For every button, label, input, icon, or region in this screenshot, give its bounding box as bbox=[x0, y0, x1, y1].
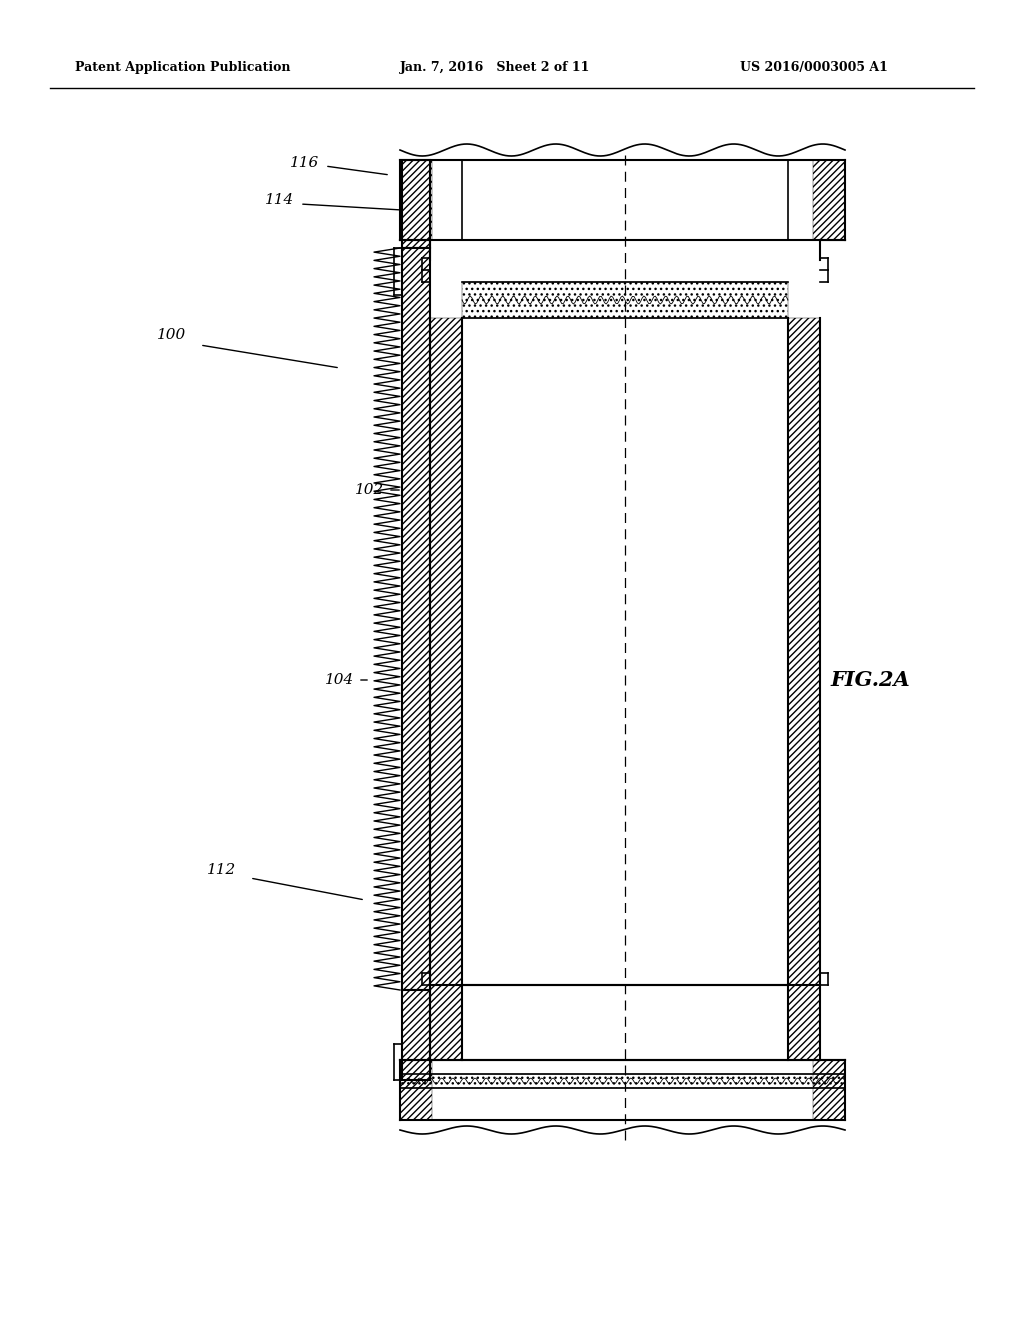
Text: 116: 116 bbox=[291, 156, 319, 170]
Bar bbox=[402, 160, 430, 248]
Text: 104: 104 bbox=[326, 673, 354, 686]
Bar bbox=[402, 248, 430, 990]
Bar bbox=[813, 160, 845, 240]
Text: 100: 100 bbox=[158, 327, 186, 342]
Bar bbox=[402, 248, 430, 990]
Bar bbox=[402, 160, 430, 248]
Bar bbox=[788, 318, 820, 985]
Bar bbox=[430, 985, 462, 1060]
Text: 102: 102 bbox=[355, 483, 385, 498]
Text: Patent Application Publication: Patent Application Publication bbox=[75, 62, 291, 74]
Bar bbox=[462, 282, 788, 318]
Text: US 2016/0003005 A1: US 2016/0003005 A1 bbox=[740, 62, 888, 74]
Bar bbox=[402, 990, 430, 1080]
Bar bbox=[430, 318, 462, 985]
Bar bbox=[402, 990, 430, 1080]
Text: Jan. 7, 2016   Sheet 2 of 11: Jan. 7, 2016 Sheet 2 of 11 bbox=[400, 62, 591, 74]
Text: 112: 112 bbox=[208, 863, 237, 876]
Bar bbox=[400, 1074, 845, 1088]
Bar bbox=[788, 985, 820, 1060]
Text: 114: 114 bbox=[265, 193, 295, 207]
Bar bbox=[400, 1060, 432, 1119]
Bar bbox=[400, 160, 432, 240]
Bar bbox=[813, 1060, 845, 1119]
Text: FIG.2A: FIG.2A bbox=[830, 671, 909, 690]
